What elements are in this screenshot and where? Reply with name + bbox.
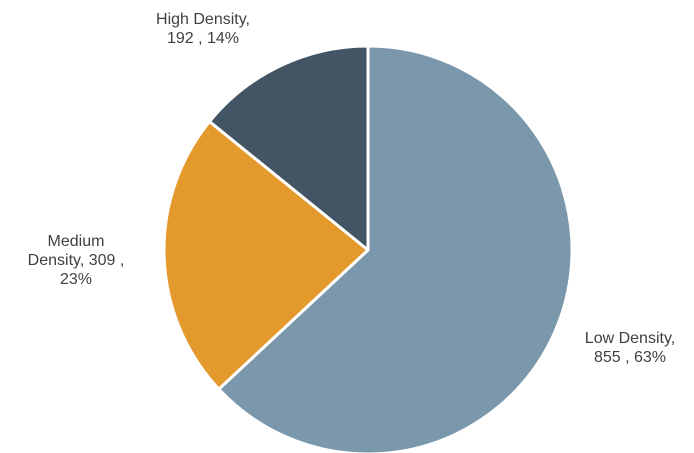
slice-label-line: 192 , 14% [166, 30, 240, 47]
slice-label-high-density: High Density, 192 , 14% [136, 10, 270, 48]
pie-slice-low-density [217, 44, 574, 453]
pie-slice-medium-density [162, 120, 370, 391]
slice-label-medium-density: Medium Density, 309 , 23% [2, 232, 150, 289]
slice-label-line: Density, 309 , [27, 252, 125, 269]
slice-label-line: Medium [47, 233, 105, 250]
slice-label-line: 855 , 63% [593, 349, 667, 366]
slice-label-line: Low Density, [584, 330, 676, 347]
slice-label-line: 23% [59, 271, 93, 288]
slice-label-low-density: Low Density, 855 , 63% [568, 329, 692, 367]
pie-slice-high-density [208, 44, 370, 252]
slice-label-line: High Density, [156, 11, 250, 28]
